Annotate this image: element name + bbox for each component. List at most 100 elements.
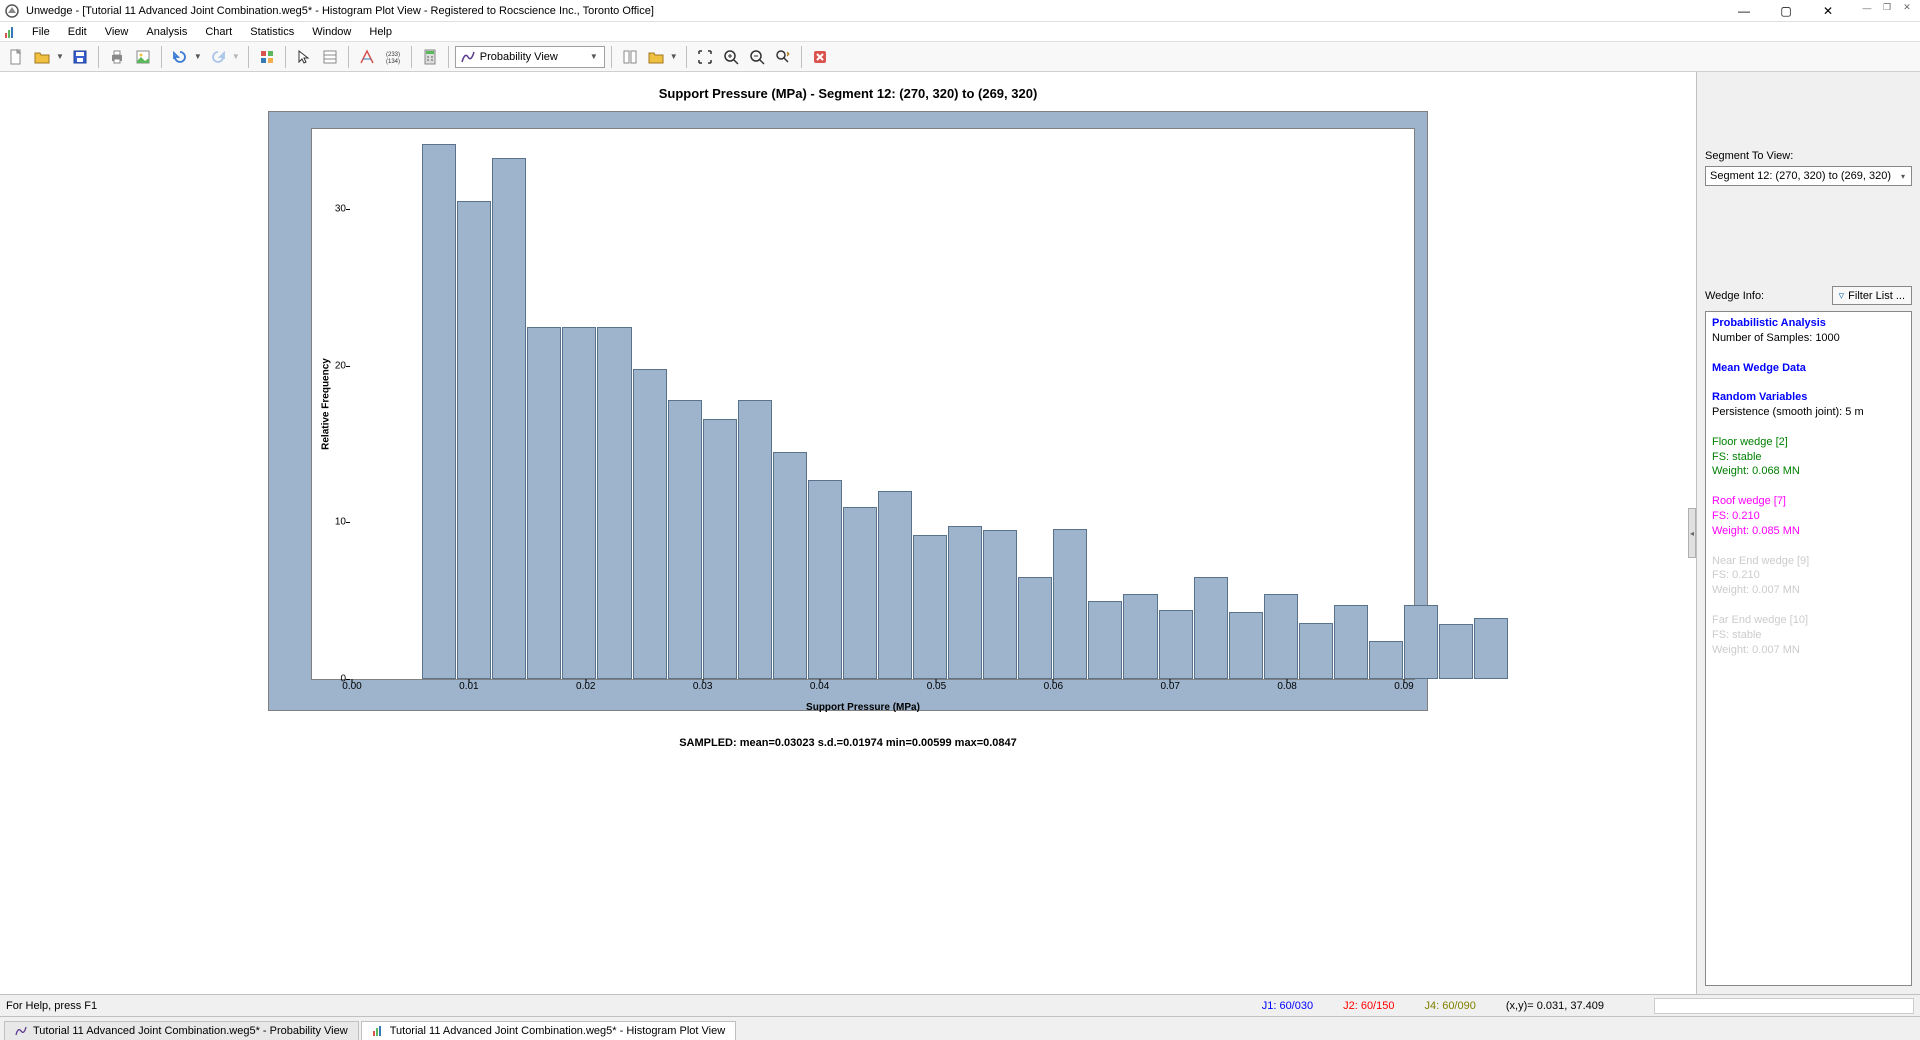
tab1-label: Tutorial 11 Advanced Joint Combination.w…: [33, 1025, 348, 1037]
status-j4: J4: 60/090: [1424, 1000, 1475, 1012]
chart-pane: Support Pressure (MPa) - Segment 12: (27…: [0, 72, 1696, 994]
wi-rand-header: Random Variables: [1712, 390, 1905, 405]
filter-list-button[interactable]: ▿ Filter List ...: [1832, 286, 1912, 305]
menu-file[interactable]: File: [24, 24, 58, 40]
mdi-close-button[interactable]: ✕: [1898, 1, 1916, 15]
redo-dropdown[interactable]: ▼: [230, 52, 242, 61]
open-dropdown-arrow[interactable]: ▼: [54, 52, 66, 61]
titlebar: Unwedge - [Tutorial 11 Advanced Joint Co…: [0, 0, 1920, 22]
histogram-bar: [983, 530, 1017, 679]
status-j2: J2: 60/150: [1343, 1000, 1394, 1012]
histogram-bar: [1088, 601, 1122, 679]
probability-tab-icon: [15, 1025, 27, 1037]
histogram-bar: [668, 400, 702, 679]
wi-far-1: FS: stable: [1712, 628, 1905, 643]
data-button[interactable]: [318, 45, 342, 69]
menu-statistics[interactable]: Statistics: [242, 24, 302, 40]
tab-histogram-view[interactable]: Tutorial 11 Advanced Joint Combination.w…: [361, 1021, 736, 1040]
zoom-cursor-button[interactable]: [771, 45, 795, 69]
menu-help[interactable]: Help: [361, 24, 400, 40]
histogram-bar: [562, 327, 596, 679]
segment-select[interactable]: Segment 12: (270, 320) to (269, 320) ▾: [1705, 166, 1912, 186]
redo-button[interactable]: [206, 45, 230, 69]
joints-button[interactable]: [355, 45, 379, 69]
close-button[interactable]: ✕: [1808, 1, 1848, 21]
histogram-bar: [703, 419, 737, 679]
copy-image-button[interactable]: [131, 45, 155, 69]
grid-view-button[interactable]: [255, 45, 279, 69]
new-button[interactable]: [4, 45, 28, 69]
probability-view-select[interactable]: Probability View ▼: [455, 46, 605, 68]
chart-doc-icon: [4, 25, 18, 39]
wi-near-0: Near End wedge [9]: [1712, 554, 1905, 569]
undo-dropdown[interactable]: ▼: [192, 52, 204, 61]
wi-persist: Persistence (smooth joint): 5 m: [1712, 405, 1905, 420]
wi-near-2: Weight: 0.007 MN: [1712, 583, 1905, 598]
mdi-restore-button[interactable]: ❐: [1878, 1, 1896, 15]
status-j1: J1: 60/030: [1262, 1000, 1313, 1012]
open-button[interactable]: [30, 45, 54, 69]
stats-button[interactable]: (233)(134): [381, 45, 405, 69]
wi-samples: Number of Samples: 1000: [1712, 331, 1905, 346]
document-tab-strip: Tutorial 11 Advanced Joint Combination.w…: [0, 1016, 1920, 1040]
histogram-bar: [1474, 618, 1508, 679]
svg-text:(233): (233): [386, 52, 400, 58]
wi-roof-2: Weight: 0.085 MN: [1712, 524, 1905, 539]
calculator-button[interactable]: [418, 45, 442, 69]
close-view-button[interactable]: [808, 45, 832, 69]
wi-roof-1: FS: 0.210: [1712, 509, 1905, 524]
histogram-bar: [633, 369, 667, 679]
zoom-out-button[interactable]: [745, 45, 769, 69]
zoom-in-button[interactable]: [719, 45, 743, 69]
zoom-extents-button[interactable]: [693, 45, 717, 69]
histogram-bar: [1439, 624, 1473, 679]
menu-edit[interactable]: Edit: [60, 24, 95, 40]
histogram-bar: [1404, 605, 1438, 679]
status-input-box[interactable]: [1654, 998, 1914, 1014]
mdi-minimize-button[interactable]: —: [1858, 1, 1876, 15]
histogram-bar: [457, 201, 491, 679]
save-button[interactable]: [68, 45, 92, 69]
undo-button[interactable]: [168, 45, 192, 69]
chart-plot: Relative Frequency Support Pressure (MPa…: [311, 128, 1415, 680]
side-panel-collapse-handle[interactable]: ◂: [1688, 508, 1696, 558]
chart-frame: Relative Frequency Support Pressure (MPa…: [268, 111, 1428, 711]
wi-floor-0: Floor wedge [2]: [1712, 435, 1905, 450]
probability-view-label: Probability View: [480, 51, 558, 63]
wi-far-2: Weight: 0.007 MN: [1712, 643, 1905, 658]
chart-title: Support Pressure (MPa) - Segment 12: (27…: [8, 80, 1688, 111]
layout2-dropdown[interactable]: ▼: [668, 52, 680, 61]
x-axis-label: Support Pressure (MPa): [806, 702, 920, 713]
tab-probability-view[interactable]: Tutorial 11 Advanced Joint Combination.w…: [4, 1021, 359, 1040]
menu-window[interactable]: Window: [304, 24, 359, 40]
menu-view[interactable]: View: [97, 24, 137, 40]
wi-mean-header: Mean Wedge Data: [1712, 361, 1905, 376]
minimize-button[interactable]: —: [1724, 1, 1764, 21]
maximize-button[interactable]: ▢: [1766, 1, 1806, 21]
y-tick-label: 10: [335, 517, 346, 528]
histogram-bar: [1018, 577, 1052, 679]
print-button[interactable]: [105, 45, 129, 69]
tab2-label: Tutorial 11 Advanced Joint Combination.w…: [390, 1025, 725, 1037]
filter-icon: ▿: [1839, 289, 1845, 302]
layout1-button[interactable]: [618, 45, 642, 69]
menu-analysis[interactable]: Analysis: [138, 24, 195, 40]
histogram-bar: [492, 158, 526, 679]
app-icon: [4, 3, 20, 19]
select-button[interactable]: [292, 45, 316, 69]
menubar: File Edit View Analysis Chart Statistics…: [0, 22, 1920, 42]
wi-roof-0: Roof wedge [7]: [1712, 494, 1905, 509]
histogram-bar: [1123, 594, 1157, 679]
histogram-tab-icon: [372, 1025, 384, 1037]
probability-icon: [460, 49, 476, 65]
window-title: Unwedge - [Tutorial 11 Advanced Joint Co…: [26, 5, 654, 17]
wedge-info-label: Wedge Info:: [1705, 290, 1764, 302]
y-tick-label: 20: [335, 360, 346, 371]
histogram-bar: [808, 480, 842, 679]
side-panel: Segment To View: Segment 12: (270, 320) …: [1696, 72, 1920, 994]
histogram-bar: [422, 144, 456, 679]
menu-chart[interactable]: Chart: [197, 24, 240, 40]
layout2-button[interactable]: [644, 45, 668, 69]
status-help: For Help, press F1: [6, 1000, 1232, 1012]
histogram-bar: [1264, 594, 1298, 679]
